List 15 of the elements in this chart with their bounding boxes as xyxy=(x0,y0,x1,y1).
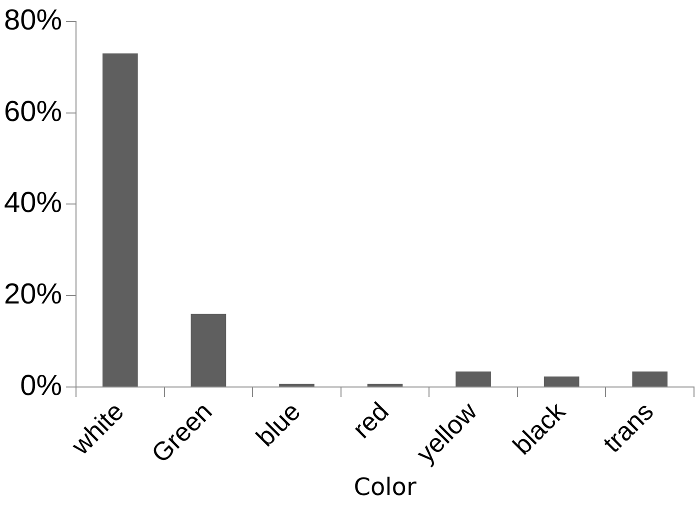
y-tick-label: 20% xyxy=(4,278,62,311)
x-tick-label: red xyxy=(346,396,394,444)
y-tick-label: 80% xyxy=(4,4,62,36)
bar xyxy=(456,372,491,387)
x-axis-title: Color xyxy=(354,472,416,501)
bar xyxy=(632,372,668,387)
bar xyxy=(190,314,226,387)
bar xyxy=(102,53,138,387)
bar xyxy=(279,384,314,387)
bar xyxy=(367,384,403,387)
y-tick-label: 60% xyxy=(4,96,62,128)
y-tick-label: 0% xyxy=(20,370,62,402)
x-tick-label: blue xyxy=(250,396,306,452)
bar xyxy=(544,376,580,387)
y-tick-label: 40% xyxy=(4,187,62,220)
